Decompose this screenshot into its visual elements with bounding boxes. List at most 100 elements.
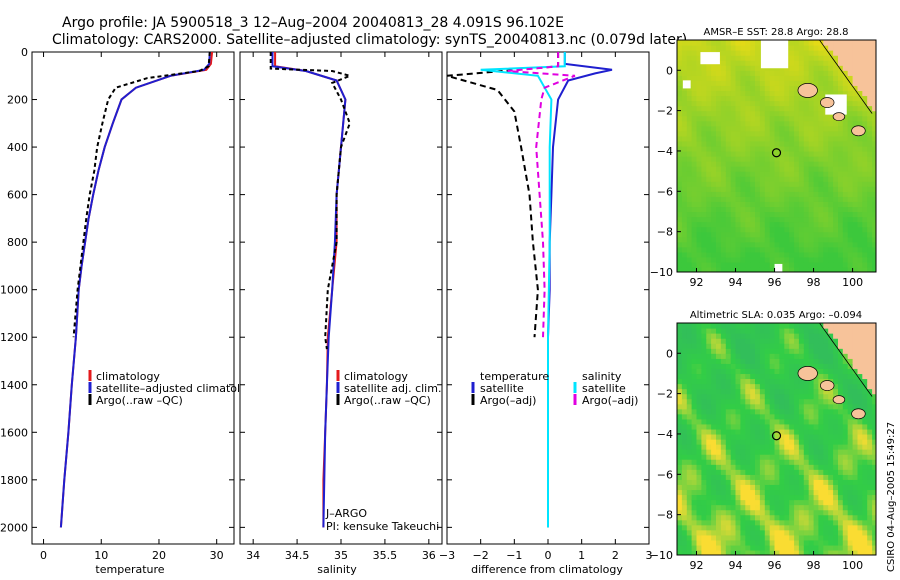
sla-map-field xyxy=(677,323,876,555)
figure-title-line2: Climatology: CARS2000. Satellite–adjuste… xyxy=(52,32,687,48)
difference-legend: temperature satellite Argo(–adj) salinit… xyxy=(471,370,638,407)
x-tick-label: 92 xyxy=(690,559,704,572)
y-tick-label: −10 xyxy=(650,549,673,562)
y-tick-label: 1600 xyxy=(0,426,28,439)
sla-map-frame xyxy=(676,322,877,556)
y-tick-label: 2000 xyxy=(0,521,28,534)
x-tick-label: 100 xyxy=(842,276,863,289)
sla-map-ticks: 92 94 96 98 100 −10 −8 −6 −4 −2 0 xyxy=(650,347,863,572)
difference-series-lines xyxy=(446,52,613,528)
salinity-legend: climatology satellite adj. clim. Argo(..… xyxy=(336,370,441,407)
y-tick-label: 0 xyxy=(21,46,28,59)
difference-ticks: −3 −2 −1 0 1 2 3 xyxy=(439,51,653,562)
sst-map-frame xyxy=(676,39,877,273)
salinity-xlabel: salinity xyxy=(317,563,357,576)
y-tick-label: 600 xyxy=(7,189,28,202)
sst-map-field xyxy=(677,40,876,272)
legend-label-satellite: satellite–adjusted climatology xyxy=(96,382,261,395)
legend-label-sal-satellite: satellite xyxy=(582,382,626,395)
sst-map-ticks: 92 94 96 98 100 −10 −8 −6 −4 −2 0 xyxy=(650,64,863,289)
legend-title-temperature: temperature xyxy=(480,370,549,383)
y-tick-label: −2 xyxy=(657,388,673,401)
argo-float-marker xyxy=(771,148,782,158)
x-tick-label: 0 xyxy=(40,549,47,562)
x-tick-label: −2 xyxy=(473,549,489,562)
y-tick-label: −8 xyxy=(657,226,673,239)
x-tick-label: 34.5 xyxy=(285,549,310,562)
temperature-ticks: 0 10 20 30 0 200 400 600 800 1000 1200 1400 1600 1800… xyxy=(0,46,234,562)
side-timestamp: CSIRO 04–Aug–2005 15:49:27 xyxy=(886,422,897,572)
argo-float-marker xyxy=(771,431,782,441)
legend-label-climatology: climatology xyxy=(96,370,160,383)
legend-label-temp-satellite: satellite xyxy=(480,382,524,395)
x-tick-label: 2 xyxy=(612,549,619,562)
x-tick-label: 36 xyxy=(422,549,436,562)
sst-map-panel: AMSR–E SST: 28.8 Argo: 28.8 92 94 96 98 100 −… xyxy=(650,27,877,289)
y-tick-label: 0 xyxy=(666,347,673,360)
y-tick-label: 1400 xyxy=(0,379,28,392)
series-line-argo-raw-qc- xyxy=(72,51,211,338)
annotation-j-argo: J–ARGO xyxy=(325,507,367,520)
x-tick-label: 92 xyxy=(690,276,704,289)
x-tick-label: 35.5 xyxy=(373,549,398,562)
y-tick-label: 800 xyxy=(7,236,28,249)
series-line-temperature-argo-adj- xyxy=(446,52,560,338)
y-tick-label: 400 xyxy=(7,141,28,154)
annotation-pi: PI: kensuke Takeuchi xyxy=(326,520,439,533)
y-tick-label: 0 xyxy=(666,64,673,77)
x-tick-label: 94 xyxy=(729,276,743,289)
x-tick-label: 98 xyxy=(807,559,821,572)
salinity-series-lines xyxy=(269,52,353,528)
salinity-panel: 34 34.5 35 35.5 36 salinity climatology sate… xyxy=(239,51,443,576)
temperature-xlabel: temperature xyxy=(95,563,164,576)
sla-map-panel: Altimetric SLA: 0.035 Argo: –0.094 92 94 9… xyxy=(650,310,877,572)
y-tick-label: 1200 xyxy=(0,331,28,344)
salinity-ticks: 34 34.5 35 35.5 36 xyxy=(240,51,442,562)
series-line-satellite-adjusted-climatology xyxy=(59,51,211,528)
series-line-argo-raw-qc- xyxy=(269,52,353,350)
x-tick-label: 34 xyxy=(246,549,260,562)
x-tick-label: 30 xyxy=(210,549,224,562)
x-tick-label: 1 xyxy=(578,549,585,562)
x-tick-label: 94 xyxy=(729,559,743,572)
temperature-plot-frame xyxy=(31,51,235,545)
difference-panel: −3 −2 −1 0 1 2 3 difference from climatology t… xyxy=(439,51,653,576)
x-tick-label: 100 xyxy=(842,559,863,572)
x-tick-label: 3 xyxy=(646,549,653,562)
x-tick-label: −3 xyxy=(439,549,455,562)
y-tick-label: 1800 xyxy=(0,474,28,487)
x-tick-label: 20 xyxy=(152,549,166,562)
y-tick-label: −10 xyxy=(650,266,673,279)
x-tick-label: 0 xyxy=(545,549,552,562)
y-tick-label: 200 xyxy=(7,94,28,107)
y-tick-label: −4 xyxy=(657,145,673,158)
x-tick-label: 10 xyxy=(94,549,108,562)
temperature-legend: climatology satellite–adjusted climatolo… xyxy=(88,370,261,407)
x-tick-label: 96 xyxy=(768,276,782,289)
x-tick-label: 96 xyxy=(768,559,782,572)
x-tick-label: −1 xyxy=(506,549,522,562)
legend-label-sal-argo: Argo(–adj) xyxy=(582,394,638,407)
legend-title-salinity: salinity xyxy=(582,370,622,383)
y-tick-label: −4 xyxy=(657,428,673,441)
x-tick-label: 35 xyxy=(334,549,348,562)
salinity-plot-frame xyxy=(239,51,443,545)
sla-map-title: Altimetric SLA: 0.035 Argo: –0.094 xyxy=(690,310,862,321)
y-tick-label: −8 xyxy=(657,509,673,522)
temperature-series-lines xyxy=(59,51,214,528)
legend-label-climatology: climatology xyxy=(344,370,408,383)
figure-title-line1: Argo profile: JA 5900518_3 12–Aug–2004 2… xyxy=(62,15,564,31)
legend-label-satellite: satellite adj. clim. xyxy=(344,382,441,395)
y-tick-label: −6 xyxy=(657,468,673,481)
legend-label-argo: Argo(..raw –QC) xyxy=(344,394,431,407)
series-line-satellite-adj-clim- xyxy=(271,52,347,528)
sst-map-title: AMSR–E SST: 28.8 Argo: 28.8 xyxy=(703,27,848,38)
legend-label-temp-argo: Argo(–adj) xyxy=(480,394,536,407)
y-tick-label: −2 xyxy=(657,105,673,118)
y-tick-label: 1000 xyxy=(0,284,28,297)
temperature-panel: 0 10 20 30 0 200 400 600 800 1000 1200 1400 1600 1800… xyxy=(0,46,261,576)
legend-label-argo: Argo(..raw –QC) xyxy=(96,394,183,407)
x-tick-label: 98 xyxy=(807,276,821,289)
difference-xlabel: difference from climatology xyxy=(471,563,623,576)
